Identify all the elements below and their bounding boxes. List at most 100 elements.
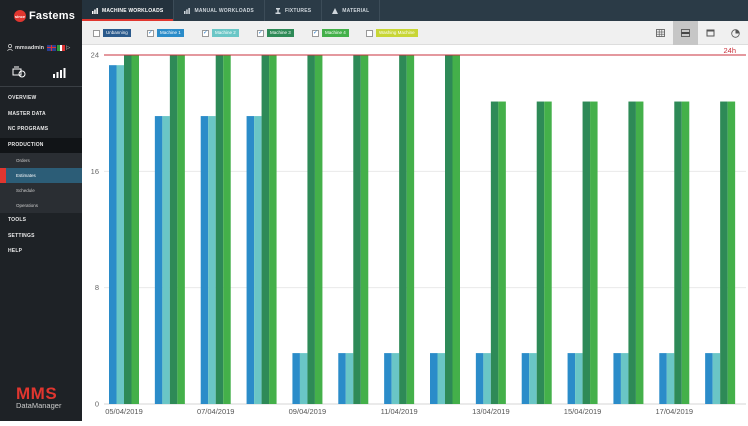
bar-machine-1[interactable]: [659, 353, 667, 404]
tab-machine-workloads[interactable]: MACHINE WORKLOADS: [82, 0, 175, 21]
bar-machine-1[interactable]: [613, 353, 621, 404]
filter-washing-machine-label: Washing Machine: [376, 29, 418, 37]
bar-machine-4[interactable]: [544, 101, 552, 405]
submenu-schedule[interactable]: Schedule: [0, 183, 82, 198]
view-pie-button[interactable]: [723, 21, 748, 45]
tab-manual-workloads[interactable]: MANUAL WORKLOADS: [174, 0, 265, 21]
bar-machine-1[interactable]: [384, 353, 392, 404]
filter-machine-3-checkbox[interactable]: ✓: [257, 29, 264, 37]
bar-machine-1[interactable]: [292, 353, 300, 404]
bar-machine-2[interactable]: [437, 353, 446, 404]
bar-machine-3[interactable]: [445, 55, 453, 404]
bar-machine-2[interactable]: [666, 353, 675, 404]
bar-machine-1[interactable]: [567, 353, 576, 404]
bar-machine-1[interactable]: [338, 353, 346, 404]
bar-machine-1[interactable]: [109, 65, 117, 404]
bar-machine-2[interactable]: [483, 353, 491, 404]
view-week-button[interactable]: [673, 21, 698, 45]
logout-icon[interactable]: ▷: [66, 44, 71, 51]
bar-machine-2[interactable]: [116, 65, 125, 404]
bar-machine-1[interactable]: [200, 116, 209, 404]
bar-machine-3[interactable]: [215, 55, 224, 404]
menu-production[interactable]: PRODUCTION: [0, 137, 82, 153]
filter-unbanning-checkbox[interactable]: [93, 29, 100, 37]
bar-machine-4[interactable]: [452, 55, 461, 404]
filter-washing-machine-checkbox[interactable]: [366, 29, 373, 37]
menu-settings[interactable]: SETTINGS: [8, 232, 35, 239]
filter-unbanning[interactable]: Unbanning: [93, 29, 131, 37]
bar-machine-3[interactable]: [307, 55, 315, 404]
bar-machine-3[interactable]: [582, 101, 591, 405]
tab-fixtures[interactable]: FIXTURES: [265, 0, 323, 21]
bar-machine-2[interactable]: [529, 353, 537, 404]
bar-machine-4[interactable]: [635, 101, 644, 405]
workload-chart-svg: 0 8 16 24 05/04/2019 07/04/2019 09/04/2019 11/0…: [91, 46, 746, 416]
bar-machine-2[interactable]: [345, 353, 354, 404]
calendar-day-icon: [706, 29, 715, 37]
menu-nc-programs[interactable]: NC PROGRAMS: [8, 126, 49, 132]
bar-machine-3[interactable]: [261, 55, 270, 404]
fastems-logo[interactable]: since Fastems: [14, 10, 75, 22]
statistics-icon[interactable]: [52, 67, 66, 78]
bar-machine-2[interactable]: [712, 353, 721, 404]
bar-machine-2[interactable]: [299, 353, 308, 404]
filter-machine-3[interactable]: ✓ Machine 3: [257, 29, 294, 37]
menu-help[interactable]: HELP: [8, 248, 23, 254]
bar-machine-1[interactable]: [475, 353, 484, 404]
filter-machine-4[interactable]: ✓ Machine 4: [312, 29, 349, 37]
bar-machine-1[interactable]: [705, 353, 713, 404]
filter-machine-2[interactable]: ✓ Machine 2: [202, 29, 239, 37]
flag-uk-icon[interactable]: [47, 44, 57, 51]
flag-it-icon[interactable]: [57, 44, 66, 51]
bar-machine-4[interactable]: [498, 101, 506, 405]
submenu-operations[interactable]: Operations: [0, 198, 82, 213]
bar-machine-2[interactable]: [620, 353, 629, 404]
filter-machine-1-checkbox[interactable]: ✓: [147, 29, 154, 37]
bar-machine-3[interactable]: [628, 101, 636, 405]
view-month-button[interactable]: [648, 21, 673, 45]
menu-tools[interactable]: TOOLS: [8, 217, 27, 223]
bar-machine-3[interactable]: [353, 55, 361, 404]
bar-machine-4[interactable]: [177, 55, 185, 404]
bar-machine-1[interactable]: [430, 353, 438, 404]
bar-machine-3[interactable]: [399, 55, 407, 404]
bar-machine-2[interactable]: [391, 353, 400, 404]
bar-machine-4[interactable]: [131, 55, 140, 404]
bar-machine-4[interactable]: [590, 101, 598, 405]
bar-machine-1[interactable]: [246, 116, 255, 404]
bar-machine-1[interactable]: [521, 353, 530, 404]
filter-machine-1[interactable]: ✓ Machine 1: [147, 29, 184, 37]
tab-material[interactable]: MATERIAL: [322, 0, 381, 21]
submenu-orders[interactable]: Orders: [0, 153, 82, 168]
bar-machine-3[interactable]: [674, 101, 682, 405]
bar-machine-3[interactable]: [536, 101, 545, 405]
user-icon[interactable]: [7, 44, 13, 51]
tab-manual-workloads-label: MANUAL WORKLOADS: [194, 7, 254, 14]
bar-machine-4[interactable]: [269, 55, 277, 404]
bar-machine-2[interactable]: [254, 116, 262, 404]
limit-line-label: 24h: [723, 46, 736, 55]
bar-machine-3[interactable]: [124, 55, 132, 404]
filter-machine-2-checkbox[interactable]: ✓: [202, 29, 209, 37]
bar-machine-4[interactable]: [314, 55, 323, 404]
bar-machine-4[interactable]: [360, 55, 369, 404]
bar-machine-2[interactable]: [208, 116, 216, 404]
bar-machine-3[interactable]: [720, 101, 728, 405]
username[interactable]: mmsadmin: [15, 44, 45, 51]
menu-overview[interactable]: OVERVIEW: [8, 95, 37, 101]
view-day-button[interactable]: [698, 21, 723, 45]
bar-machine-4[interactable]: [223, 55, 231, 404]
bar-machine-4[interactable]: [681, 101, 690, 405]
filter-washing-machine[interactable]: Washing Machine: [366, 29, 418, 37]
filter-machine-4-checkbox[interactable]: ✓: [312, 29, 319, 37]
bar-machine-1[interactable]: [154, 116, 163, 404]
bar-machine-4[interactable]: [406, 55, 415, 404]
bar-machine-2[interactable]: [162, 116, 170, 404]
submenu-estimates[interactable]: Estimates: [0, 168, 82, 183]
bar-machine-2[interactable]: [575, 353, 583, 404]
production-machine-icon[interactable]: [12, 66, 26, 78]
menu-master-data[interactable]: MASTER DATA: [8, 110, 46, 117]
bar-machine-3[interactable]: [490, 101, 499, 405]
bar-machine-4[interactable]: [727, 101, 736, 405]
bar-machine-3[interactable]: [169, 55, 178, 404]
